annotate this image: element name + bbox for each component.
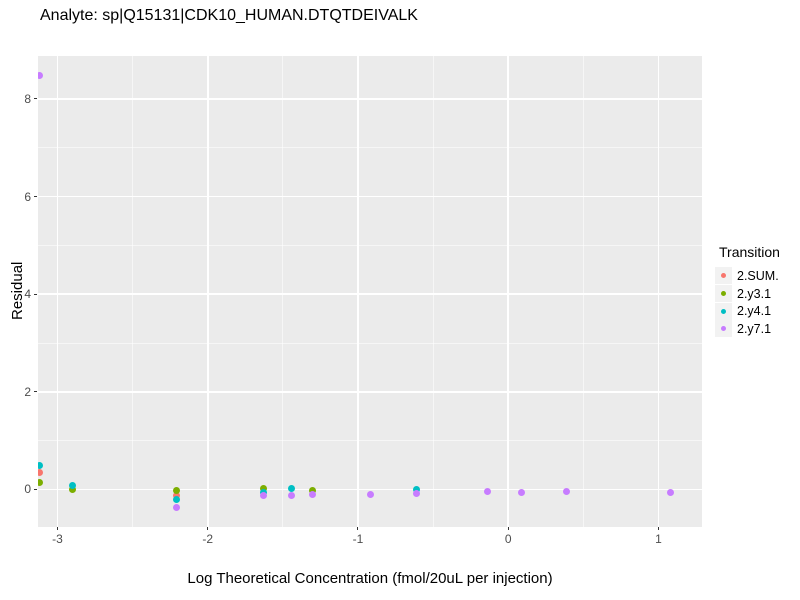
data-point-2-sum: [172, 491, 180, 499]
legend-item-label: 2.y4.1: [737, 304, 772, 319]
data-point-2-y7-1: [309, 490, 317, 498]
minor-gridline-x: [432, 56, 434, 527]
x-axis-tick: [657, 527, 659, 530]
major-gridline-y: [38, 98, 702, 100]
x-tick-label: -3: [52, 532, 63, 546]
x-axis-tick: [507, 527, 509, 530]
x-axis-tick: [357, 527, 359, 530]
data-point-2-y3-1: [259, 485, 267, 493]
legend-item: 2.SUM.: [715, 267, 800, 285]
legend-swatch-icon: [721, 273, 726, 279]
y-tick-label: 8: [24, 91, 31, 106]
legend-items: 2.SUM. 2.y3.1 2.y4.1 2.y7.1: [715, 267, 800, 338]
y-axis-tick: [34, 293, 37, 295]
legend-item: 2.y4.1: [715, 302, 800, 320]
major-gridline-x: [56, 56, 59, 527]
data-point-2-y7-1: [413, 489, 421, 497]
plot-panel: [38, 56, 702, 527]
data-point-2-sum: [38, 468, 44, 476]
legend-key: [715, 320, 732, 338]
minor-gridline-x: [282, 56, 284, 527]
legend-key: [715, 285, 732, 303]
data-point-2-y7-1: [172, 504, 180, 512]
minor-gridline-y: [38, 147, 702, 149]
legend-key: [715, 302, 732, 320]
legend-key: [715, 267, 732, 285]
legend-item-label: 2.y7.1: [737, 321, 772, 336]
x-tick-label: -2: [202, 532, 214, 546]
legend-item: 2.y3.1: [715, 285, 800, 303]
data-point-2-y4-1: [288, 485, 296, 493]
data-point-2-y4-1: [172, 496, 180, 504]
major-gridline-y: [38, 195, 702, 198]
data-point-2-y7-1: [666, 488, 674, 496]
data-point-2-y7-1: [518, 488, 526, 496]
legend: Transition 2.SUM. 2.y3.1 2.y4.1 2.y7.1: [715, 244, 800, 338]
legend-swatch-icon: [721, 308, 726, 314]
major-gridline-y: [38, 293, 702, 295]
plot-title: Analyte: sp|Q15131|CDK10_HUMAN.DTQTDEIVA…: [40, 7, 418, 24]
data-point-2-y3-1: [69, 485, 77, 493]
minor-gridline-y: [38, 440, 702, 441]
x-axis-tick: [207, 527, 209, 530]
legend-swatch-icon: [721, 291, 726, 297]
data-point-2-y4-1: [69, 481, 77, 489]
y-tick-label: 4: [24, 287, 31, 302]
x-axis-title: Log Theoretical Concentration (fmol/20uL…: [187, 570, 553, 587]
data-point-2-y7-1: [38, 71, 44, 79]
minor-gridline-x: [582, 56, 584, 527]
data-point-2-y3-1: [309, 486, 317, 494]
legend-item: 2.y7.1: [715, 320, 800, 338]
legend-item-label: 2.y3.1: [737, 286, 772, 301]
legend-item-label: 2.SUM.: [737, 268, 779, 283]
x-tick-label: 0: [504, 532, 512, 546]
data-point-2-y7-1: [259, 492, 267, 500]
data-point-2-y4-1: [38, 461, 44, 469]
x-axis-tick: [57, 527, 59, 530]
y-tick-label: 6: [24, 189, 31, 204]
x-tick-label: 1: [655, 532, 662, 546]
data-point-2-y7-1: [563, 488, 571, 496]
legend-swatch-icon: [721, 326, 726, 332]
y-tick-label: 0: [24, 482, 31, 497]
major-gridline-y: [38, 488, 702, 491]
legend-title: Transition: [719, 244, 780, 260]
data-point-2-y7-1: [288, 492, 296, 500]
x-tick-label: -1: [352, 532, 364, 546]
data-point-2-y3-1: [38, 479, 44, 487]
major-gridline-x: [657, 56, 660, 527]
y-tick-label: 2: [24, 384, 31, 399]
y-axis-tick: [34, 391, 37, 393]
major-gridline-x: [357, 56, 359, 527]
minor-gridline-y: [38, 342, 702, 344]
major-gridline-x: [507, 56, 509, 527]
major-gridline-x: [207, 56, 209, 527]
y-axis-tick: [34, 98, 37, 100]
major-gridline-y: [38, 391, 702, 393]
data-point-2-y7-1: [366, 490, 374, 498]
y-axis-tick: [34, 196, 37, 198]
data-point-2-y3-1: [172, 487, 180, 495]
minor-gridline-x: [132, 56, 134, 527]
y-axis-tick: [34, 488, 37, 490]
data-point-2-y7-1: [483, 488, 491, 496]
minor-gridline-y: [38, 244, 702, 246]
